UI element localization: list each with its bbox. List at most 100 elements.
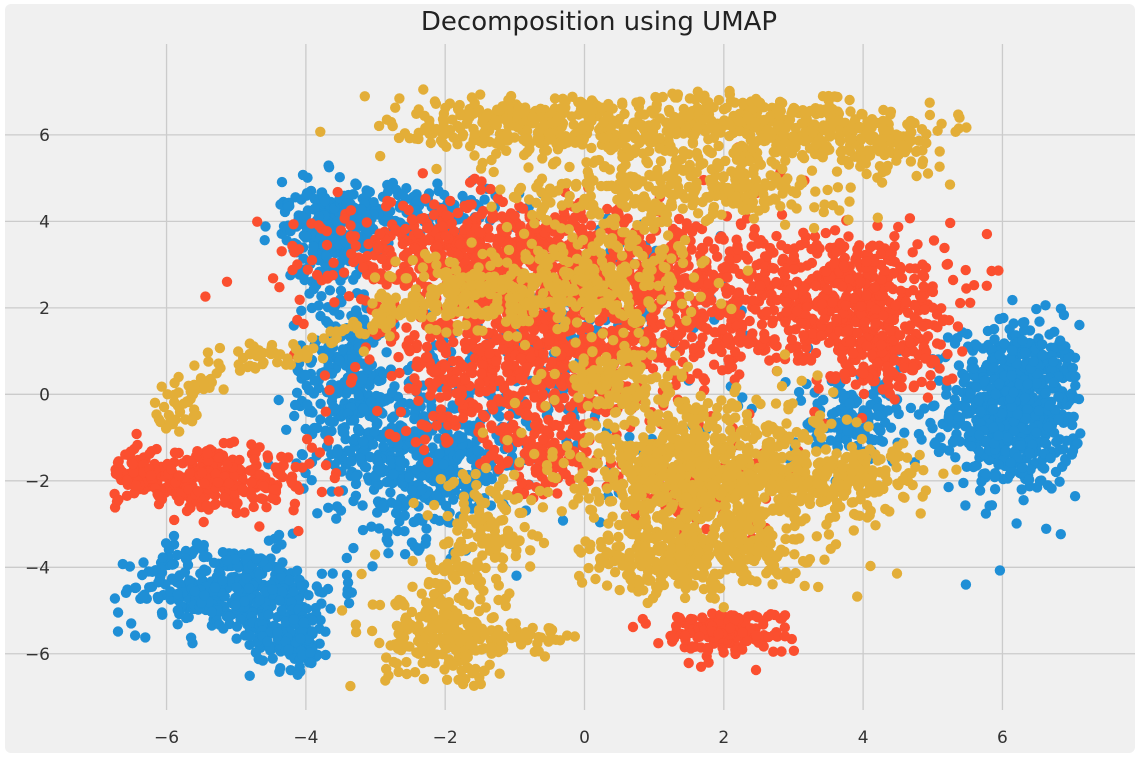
scatter-point [350,361,361,373]
scatter-point [960,500,971,511]
scatter-point [272,627,283,638]
scatter-point [180,612,192,624]
scatter-point [315,615,326,626]
scatter-point [673,331,684,342]
points-layer [109,84,1086,692]
scatter-point [388,469,399,480]
scatter-point [869,434,880,446]
scatter-point [1044,329,1055,340]
scatter-point [201,500,213,511]
scatter-point [147,566,158,577]
scatter-point [410,437,421,448]
scatter-point [421,533,432,545]
scatter-point [441,210,452,221]
scatter-point [112,626,124,637]
scatter-point [1045,453,1056,464]
scatter-point [820,227,831,239]
scatter-point [383,537,394,548]
scatter-point [943,481,954,493]
scatter-point [274,563,285,574]
scatter-point [347,189,359,200]
scatter-point [165,594,176,605]
scatter-point [1061,435,1072,446]
scatter-point [522,410,534,421]
scatter-point [928,235,940,246]
scatter-point [734,369,745,380]
scatter-point [1037,339,1048,350]
scatter-point [290,461,301,473]
scatter-point [961,408,972,419]
scatter-point [1015,440,1027,451]
scatter-point [1053,414,1064,425]
scatter-point [185,632,197,643]
scatter-point [959,373,971,384]
scatter-point [464,177,476,188]
scatter-point [297,649,308,661]
scatter-point [1017,335,1028,346]
scatter-point [525,351,537,363]
scatter-point [129,630,141,641]
scatter-point [327,270,338,281]
scatter-point [422,222,433,234]
scatter-point [328,257,339,268]
scatter-point [132,439,143,451]
scatter-point [120,587,132,598]
scatter-point [476,209,487,220]
scatter-point [144,582,155,593]
scatter-point [349,231,361,242]
scatter-point [327,568,338,579]
scatter-point [993,378,1005,389]
scatter-point [905,402,917,414]
scatter-point [357,262,369,273]
scatter-point [342,577,354,588]
scatter-point [172,549,183,561]
scatter-point [367,439,379,450]
scatter-point [494,375,505,386]
scatter-point [1046,483,1057,494]
scatter-point [276,451,287,462]
scatter-point [254,594,265,606]
scatter-point [423,456,434,468]
scatter-point [361,217,372,228]
scatter-point [335,225,347,236]
scatter-point [994,313,1005,325]
scatter-point [249,454,260,465]
scatter-point [339,213,350,224]
scatter-point [1067,419,1078,431]
scatter-point [274,595,285,606]
scatter-point [292,669,303,680]
scatter-point [276,176,288,188]
scatter-point [1006,401,1017,412]
scatter-point [1020,413,1032,424]
scatter-point [965,426,977,437]
scatter-point [184,468,195,479]
scatter-point [296,449,308,460]
scatter-point [435,339,446,350]
scatter-point [323,162,335,173]
scatter-point [1072,438,1083,449]
scatter-point [321,239,333,251]
scatter-point [544,335,555,346]
scatter-point [140,632,151,643]
scatter-point [180,545,192,557]
scatter-point [438,459,449,470]
scatter-point [793,386,805,398]
scatter-point [288,586,299,597]
scatter-point [417,168,428,179]
scatter-point [1042,421,1054,433]
scatter-point [174,495,185,507]
scatter-point [516,353,527,364]
scatter-point [437,221,448,232]
scatter-point [198,516,209,528]
scatter-point [1050,466,1062,478]
scatter-point [420,193,431,204]
scatter-point [1037,349,1049,361]
scatter-point [229,554,240,565]
scatter-point [988,438,1000,449]
scatter-point [1055,529,1067,540]
scatter-point [1069,491,1081,502]
scatter-point [246,477,257,488]
scatter-point [244,639,255,650]
scatter-point [223,477,235,489]
scatter-point [619,216,630,227]
